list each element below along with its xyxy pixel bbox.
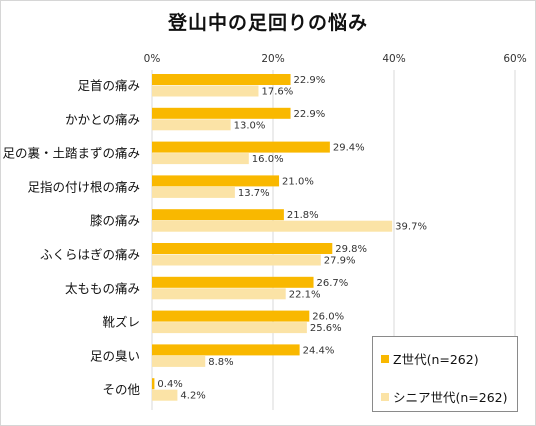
bar-series-1 — [152, 74, 291, 85]
category-label: 足首の痛み — [77, 78, 140, 93]
data-label: 29.4% — [333, 143, 365, 154]
legend-item-series-2: シニア世代(n=262) — [381, 387, 508, 406]
bar-series-2 — [152, 389, 178, 401]
data-label: 27.9% — [324, 256, 356, 267]
data-label: 26.7% — [317, 278, 349, 289]
data-label: 13.7% — [238, 188, 270, 199]
bar-series-2 — [152, 322, 307, 334]
bar-series-1 — [152, 276, 314, 288]
data-label: 24.4% — [303, 345, 335, 356]
bar-series-2 — [152, 288, 286, 300]
data-label: 4.2% — [180, 391, 205, 402]
chart-legend: Z世代(n=262) シニア世代(n=262) — [372, 336, 518, 412]
x-tick-label: 0% — [144, 53, 161, 65]
category-label: かかとの痛み — [65, 112, 140, 127]
category-label: 足の臭い — [90, 348, 140, 363]
category-label: 太ももの痛み — [65, 281, 140, 296]
data-label: 22.9% — [294, 109, 326, 120]
category-label: ふくらはぎの痛み — [40, 247, 140, 262]
category-label: 膝の痛み — [90, 213, 140, 228]
bar-series-2 — [152, 186, 235, 198]
category-label: 靴ズレ — [102, 315, 140, 330]
data-label: 29.8% — [335, 244, 367, 255]
data-label: 16.0% — [252, 154, 284, 165]
legend-swatch-series-1 — [381, 354, 389, 363]
data-label: 25.6% — [310, 323, 342, 334]
bar-series-1 — [152, 107, 291, 119]
legend-swatch-series-2 — [381, 392, 389, 401]
bar-series-1 — [152, 175, 280, 187]
data-label: 21.8% — [287, 210, 319, 221]
bar-series-1 — [152, 310, 310, 322]
data-label: 39.7% — [395, 222, 427, 233]
bar-series-2 — [152, 153, 249, 165]
bar-series-2 — [152, 355, 206, 367]
bar-series-1 — [152, 243, 333, 254]
bar-series-2 — [152, 85, 259, 97]
bar-series-1 — [152, 141, 330, 153]
legend-label-series-1: Z世代(n=262) — [393, 352, 479, 367]
data-label: 22.1% — [289, 289, 321, 300]
x-tick-label: 20% — [261, 53, 284, 65]
data-label: 22.9% — [294, 75, 326, 86]
x-tick-label: 60% — [503, 53, 526, 65]
bar-series-2 — [152, 220, 393, 232]
legend-label-series-2: シニア世代(n=262) — [393, 390, 508, 405]
data-label: 26.0% — [312, 312, 344, 323]
legend-item-series-1: Z世代(n=262) — [381, 349, 479, 368]
bar-series-1 — [152, 378, 155, 390]
data-label: 8.8% — [208, 357, 233, 368]
data-label: 13.0% — [234, 120, 266, 131]
x-tick-label: 40% — [382, 53, 405, 65]
chart-title: 登山中の足回りの悩み — [167, 12, 368, 34]
bar-series-2 — [152, 254, 321, 266]
bar-series-2 — [152, 119, 231, 131]
category-label: 足指の付け根の痛み — [27, 179, 140, 194]
bar-series-1 — [152, 344, 300, 356]
data-label: 17.6% — [261, 87, 293, 98]
data-label: 21.0% — [282, 176, 314, 187]
category-label: その他 — [102, 382, 140, 397]
category-label: 足の裏・土踏まずの痛み — [2, 146, 140, 161]
data-label: 0.4% — [157, 379, 182, 390]
bar-series-1 — [152, 209, 284, 221]
